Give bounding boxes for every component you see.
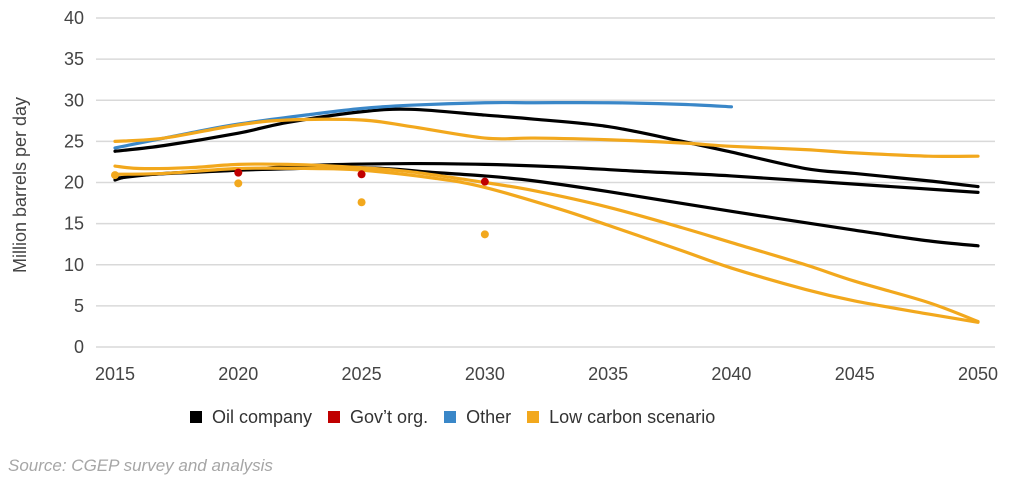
legend-swatch-other bbox=[444, 411, 457, 423]
y-tick-label: 25 bbox=[64, 131, 84, 151]
y-tick-label: 15 bbox=[64, 214, 84, 234]
x-tick-label: 2040 bbox=[711, 364, 751, 384]
legend-label: Oil company bbox=[212, 406, 313, 427]
legend: Oil company Gov’t org. Other Low carbon … bbox=[190, 404, 731, 430]
legend-label: Gov’t org. bbox=[350, 406, 429, 427]
legend-swatch-oil-company bbox=[190, 411, 202, 423]
y-tick-label: 10 bbox=[64, 255, 84, 275]
y-axis-label: Million barrels per day bbox=[10, 97, 30, 273]
series-line-oil-company bbox=[113, 166, 980, 248]
x-tick-label: 2045 bbox=[835, 364, 875, 384]
data-point-low-carbon-scenario bbox=[111, 171, 119, 180]
x-tick-label: 2035 bbox=[588, 364, 628, 384]
y-tick-label: 30 bbox=[64, 90, 84, 110]
legend-label: Low carbon scenario bbox=[549, 406, 716, 427]
data-points bbox=[111, 168, 489, 239]
x-tick-label: 2015 bbox=[95, 364, 135, 384]
legend-swatch-govt-org bbox=[328, 411, 341, 423]
legend-item-oil-company: Oil company bbox=[190, 407, 312, 428]
legend-swatch-low-carbon bbox=[527, 411, 540, 423]
series-line-low-carbon-scenario bbox=[113, 162, 980, 324]
y-axis-ticks: 0 5 10 15 20 25 30 35 40 bbox=[64, 8, 84, 357]
y-tick-label: 5 bbox=[74, 296, 84, 316]
legend-item-other: Other bbox=[444, 407, 511, 428]
series-line-low-carbon-scenario bbox=[113, 117, 980, 159]
legend-item-govt-org: Gov’t org. bbox=[328, 407, 428, 428]
series-line-oil-company bbox=[113, 107, 980, 189]
y-tick-label: 40 bbox=[64, 8, 84, 28]
y-tick-label: 0 bbox=[74, 337, 84, 357]
x-axis-ticks: 2015 2020 2025 2030 2035 2040 2045 2050 bbox=[95, 364, 998, 384]
data-point-low-carbon-scenario bbox=[480, 230, 489, 239]
data-point-gov-t-org- bbox=[234, 168, 243, 177]
legend-item-low-carbon-scenario: Low carbon scenario bbox=[527, 407, 715, 428]
data-point-gov-t-org- bbox=[357, 170, 366, 179]
y-tick-label: 35 bbox=[64, 49, 84, 69]
y-tick-label: 20 bbox=[64, 173, 84, 193]
x-tick-label: 2030 bbox=[465, 364, 505, 384]
series-lines bbox=[113, 100, 980, 324]
data-point-low-carbon-scenario bbox=[234, 179, 243, 188]
data-point-low-carbon-scenario bbox=[357, 198, 366, 207]
series-line-low-carbon-scenario bbox=[113, 166, 980, 324]
x-tick-label: 2025 bbox=[342, 364, 382, 384]
x-tick-label: 2050 bbox=[958, 364, 998, 384]
data-point-gov-t-org- bbox=[480, 177, 489, 186]
legend-label: Other bbox=[466, 406, 512, 427]
source-note: Source: CGEP survey and analysis bbox=[8, 456, 273, 475]
x-tick-label: 2020 bbox=[218, 364, 258, 384]
